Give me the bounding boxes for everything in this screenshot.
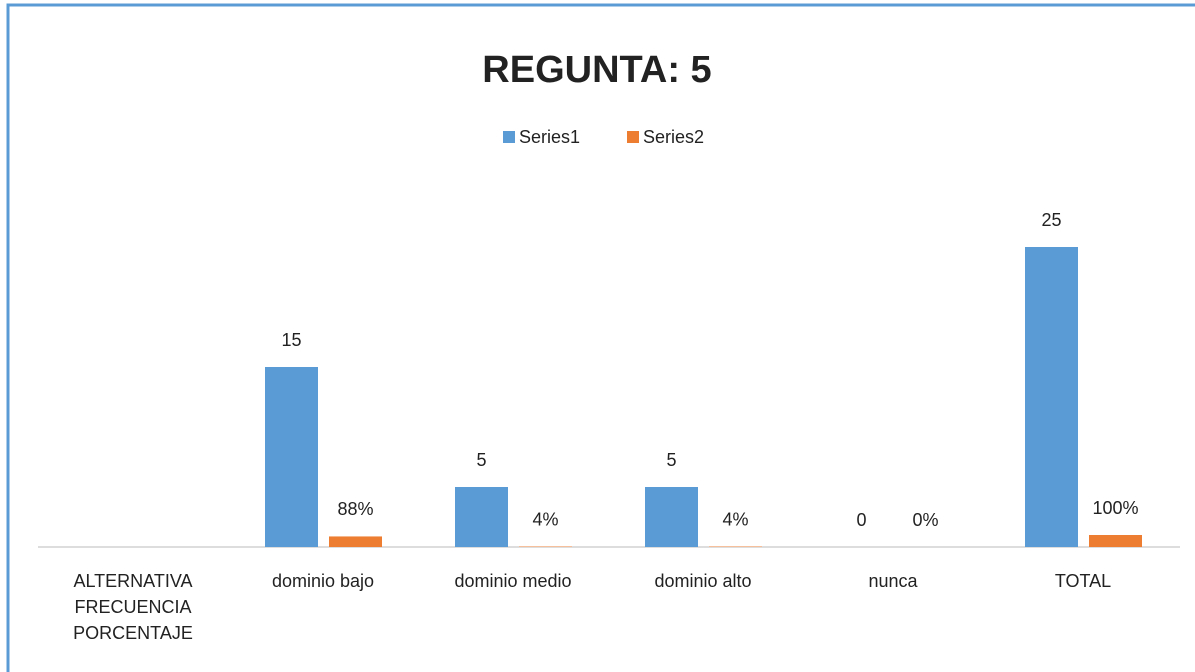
data-label: 0% <box>912 510 938 530</box>
frame <box>6 3 1195 672</box>
x-tick-label: nunca <box>868 571 918 591</box>
data-label: 100% <box>1092 498 1138 518</box>
data-label: 4% <box>722 509 748 529</box>
data-label: 15 <box>281 330 301 350</box>
legend-swatch <box>627 131 639 143</box>
x-tick-label: dominio medio <box>454 571 572 591</box>
data-label: 5 <box>666 450 676 470</box>
bar <box>1025 247 1078 547</box>
data-label: 88% <box>337 499 373 519</box>
x-tick-label: dominio bajo <box>271 571 375 591</box>
data-label: 4% <box>532 509 558 529</box>
legend-swatch <box>503 131 515 143</box>
legend-label: Series2 <box>643 127 704 147</box>
chart-title: REGUNTA: 5 <box>482 49 711 91</box>
x-tick-label: dominio alto <box>654 571 752 591</box>
bar <box>329 536 382 547</box>
bar <box>645 487 698 547</box>
data-label: 5 <box>476 450 486 470</box>
bar <box>265 367 318 547</box>
legend-label: Series1 <box>519 127 580 147</box>
bar <box>1089 535 1142 547</box>
data-label: 0 <box>856 510 866 530</box>
x-tick-label: ALTERNATIVA FRECUENCIA PORCENTAJE <box>73 571 193 643</box>
bar <box>455 487 508 547</box>
x-tick-label: TOTAL <box>1054 571 1112 591</box>
data-label: 25 <box>1041 210 1061 230</box>
